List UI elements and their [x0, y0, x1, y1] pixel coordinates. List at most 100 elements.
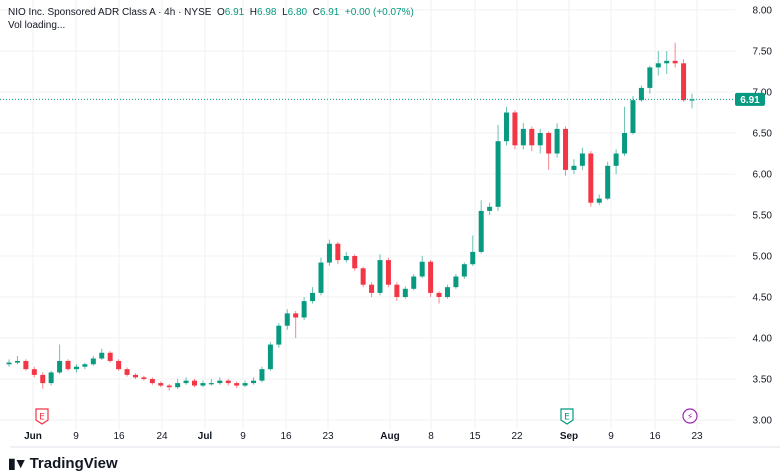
candle-body	[453, 276, 459, 288]
earnings-icon[interactable]: E	[35, 408, 49, 425]
time-tick-label: 9	[73, 431, 79, 442]
candle-body	[40, 374, 46, 384]
candles	[6, 42, 695, 391]
price-tick-label: 3.00	[753, 416, 773, 427]
candle-body	[276, 325, 282, 345]
high-label: H	[249, 7, 258, 18]
candle-body	[689, 99, 695, 101]
time-tick-label: 16	[649, 431, 661, 442]
last-price-label: 6.91	[740, 95, 760, 106]
candle-body	[630, 100, 636, 133]
candle-body	[90, 358, 96, 365]
candle-body	[352, 256, 358, 269]
candle-body	[622, 133, 628, 154]
candle-body	[402, 288, 408, 297]
candle-body	[65, 360, 71, 370]
time-tick-label: 15	[469, 431, 481, 442]
candle-body	[225, 380, 231, 384]
candle-body	[343, 256, 349, 261]
time-tick-label: 16	[113, 431, 125, 442]
event-marker-label: ⚡	[687, 413, 693, 423]
candle-body	[200, 383, 206, 386]
time-tick-label: Sep	[560, 431, 578, 442]
time-tick-label: 9	[608, 431, 614, 442]
earnings-marker-shape	[560, 408, 574, 425]
tradingview-logo-icon: ▮▼	[8, 455, 28, 471]
candle-body	[444, 287, 450, 297]
time-tick-label: 22	[511, 431, 523, 442]
time-tick-label: 23	[322, 431, 334, 442]
candle-body	[495, 141, 501, 207]
candle-body	[470, 251, 476, 265]
time-axis[interactable]: Jun 9 16 24 Jul 9 16 23 Aug 8 15 22 Sep 9 16 23	[24, 431, 703, 442]
candle-body	[284, 313, 290, 326]
candle-body	[82, 364, 88, 367]
tradingview-logo[interactable]: ▮▼ TradingView	[8, 455, 118, 472]
close-label: C	[312, 7, 320, 18]
chart-legend: NIO Inc. Sponsored ADR Class A · 4h · NY…	[8, 6, 414, 32]
candle-body	[579, 153, 585, 166]
candle-body	[529, 128, 535, 146]
candle-body	[14, 360, 20, 363]
candle-body	[461, 264, 467, 277]
candle-body	[681, 63, 687, 101]
candle-body	[293, 313, 299, 318]
candle-body	[478, 210, 484, 252]
candle-body	[251, 380, 257, 384]
price-tick-label: 4.50	[753, 293, 773, 304]
candle-body	[192, 380, 198, 386]
candle-body	[166, 385, 172, 388]
price-tick-label: 5.50	[753, 211, 773, 222]
event-marker-label: E	[39, 413, 45, 423]
price-tick-label: 5.00	[753, 252, 773, 263]
candle-body	[208, 383, 214, 385]
dividend-lightning-icon[interactable]: ⚡	[682, 408, 698, 424]
time-tick-label: 16	[280, 431, 292, 442]
close-value: 6.91	[319, 7, 340, 18]
candle-body	[655, 63, 661, 68]
candle-body	[318, 262, 324, 293]
price-tick-label: 4.00	[753, 334, 773, 345]
open-value: 6.91	[224, 7, 245, 18]
candle-body	[554, 128, 560, 154]
candle-body	[647, 67, 653, 88]
candle-body	[605, 165, 611, 199]
candle-body	[411, 276, 417, 289]
open-label: O	[216, 7, 225, 18]
candle-body	[23, 360, 29, 370]
earnings-icon[interactable]: E	[560, 408, 574, 425]
grid	[0, 0, 735, 430]
candle-body	[546, 133, 552, 154]
candle-body	[301, 301, 307, 318]
price-tick-label: 6.00	[753, 170, 773, 181]
candle-body	[310, 292, 316, 302]
symbol-title: NIO Inc. Sponsored ADR Class A · 4h · NY…	[8, 7, 212, 18]
candle-body	[267, 344, 273, 370]
candle-body	[48, 372, 54, 384]
candle-body	[638, 87, 644, 101]
candle-body	[537, 133, 543, 146]
candle-body	[149, 379, 155, 384]
candle-body	[326, 243, 332, 263]
candle-body	[183, 380, 189, 384]
candle-body	[436, 292, 442, 297]
price-tick-label: 3.50	[753, 375, 773, 386]
candle-body	[124, 369, 130, 375]
price-axis[interactable]: 8.007.507.006.506.005.505.004.504.003.50…	[753, 6, 773, 427]
candle-body	[158, 383, 164, 386]
candle-body	[175, 383, 181, 388]
change-value: +0.00 (+0.07%)	[344, 7, 414, 18]
candle-body	[672, 60, 678, 64]
event-markers: E E ⚡	[35, 408, 698, 425]
time-tick-label: Aug	[380, 431, 399, 442]
event-marker-label: E	[564, 413, 570, 423]
price-tick-label: 6.50	[753, 129, 773, 140]
price-chart[interactable]: 8.007.507.006.506.005.505.004.504.003.50…	[0, 0, 780, 450]
earnings-marker-shape	[35, 408, 49, 425]
candle-body	[6, 362, 12, 365]
candle-body	[503, 112, 509, 142]
dividend-marker-shape	[682, 408, 698, 424]
candle-body	[360, 268, 366, 285]
candle-body	[217, 380, 223, 384]
high-value: 6.98	[257, 7, 277, 18]
